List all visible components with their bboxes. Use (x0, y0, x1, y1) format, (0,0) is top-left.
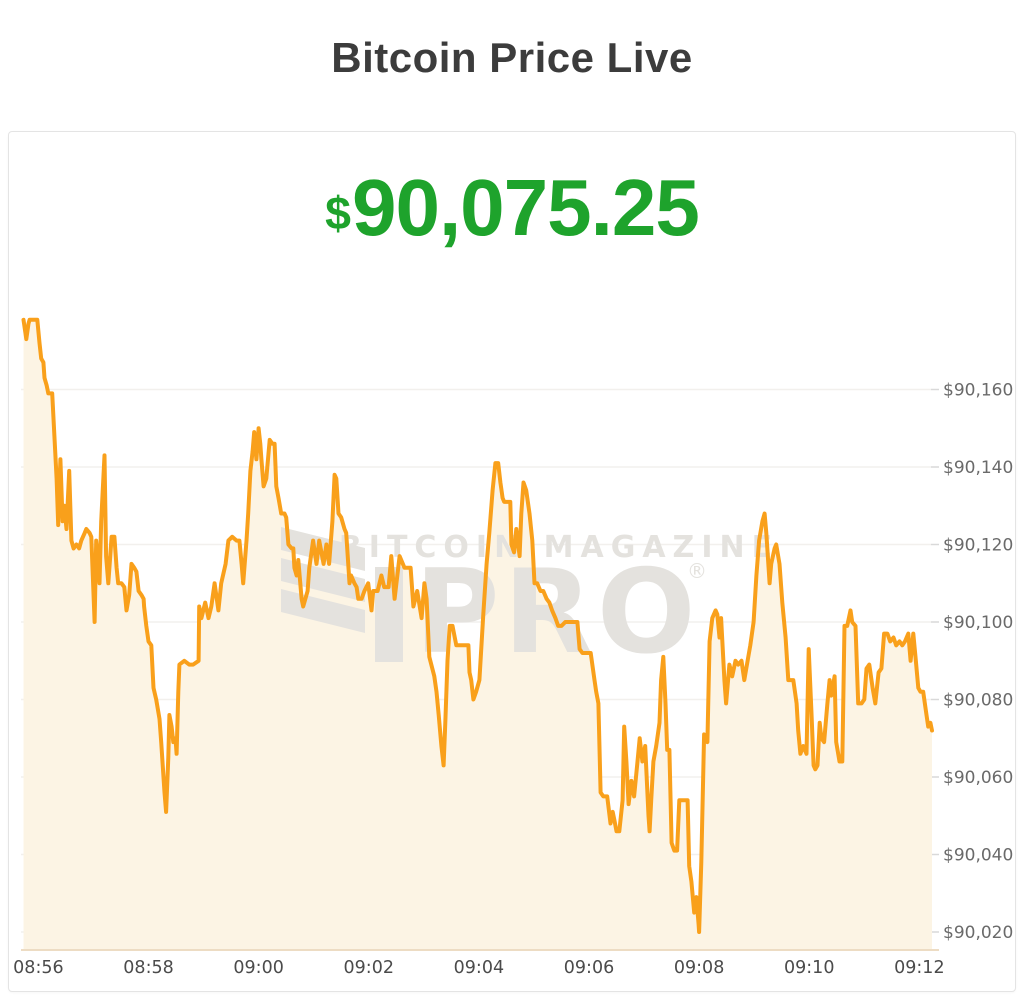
y-tick-label: $90,160 (943, 381, 1013, 401)
x-tick-label: 08:56 (13, 958, 63, 978)
x-tick-label: 08:58 (123, 958, 173, 978)
price-chart-area: BITCOIN MAGAZINE PRO ® 08:56 08:58 09:00 09… (9, 132, 1015, 991)
y-tick-label: $90,120 (943, 536, 1013, 556)
y-axis-labels: $90,160 $90,140 $90,120 $90,100 $90,080 $90,0… (943, 381, 1013, 944)
y-tick-label: $90,140 (943, 458, 1013, 478)
live-price: $90,075.25 (9, 162, 1015, 254)
x-tick-label: 09:12 (894, 958, 944, 978)
page-title: Bitcoin Price Live (331, 34, 693, 81)
x-axis-labels: 08:56 08:58 09:00 09:02 09:04 09:06 09:08 09:10… (13, 958, 944, 978)
x-tick-label: 09:02 (344, 958, 394, 978)
price-chart[interactable]: BITCOIN MAGAZINE PRO ® 08:56 08:58 09:00 09… (9, 132, 1015, 991)
x-tick-label: 09:00 (233, 958, 283, 978)
y-tick-label: $90,020 (943, 923, 1013, 943)
price-value: 90,075.25 (351, 163, 700, 252)
price-line-path (21, 317, 934, 934)
x-tick-label: 09:08 (674, 958, 724, 978)
price-line (21, 317, 934, 934)
y-tick-label: $90,080 (943, 691, 1013, 711)
chart-card: $90,075.25 BITCOIN MAGAZINE PRO (8, 131, 1016, 992)
x-tick-label: 09:06 (564, 958, 614, 978)
y-tick-label: $90,060 (943, 768, 1013, 788)
registered-mark: ® (687, 559, 707, 583)
x-tick-label: 09:04 (454, 958, 504, 978)
currency-symbol: $ (325, 187, 351, 240)
x-tick-label: 09:10 (784, 958, 834, 978)
y-tick-label: $90,100 (943, 613, 1013, 633)
watermark-line2: PRO (415, 545, 700, 680)
watermark-line1: BITCOIN MAGAZINE (339, 530, 779, 565)
y-tick-label: $90,040 (943, 846, 1013, 866)
